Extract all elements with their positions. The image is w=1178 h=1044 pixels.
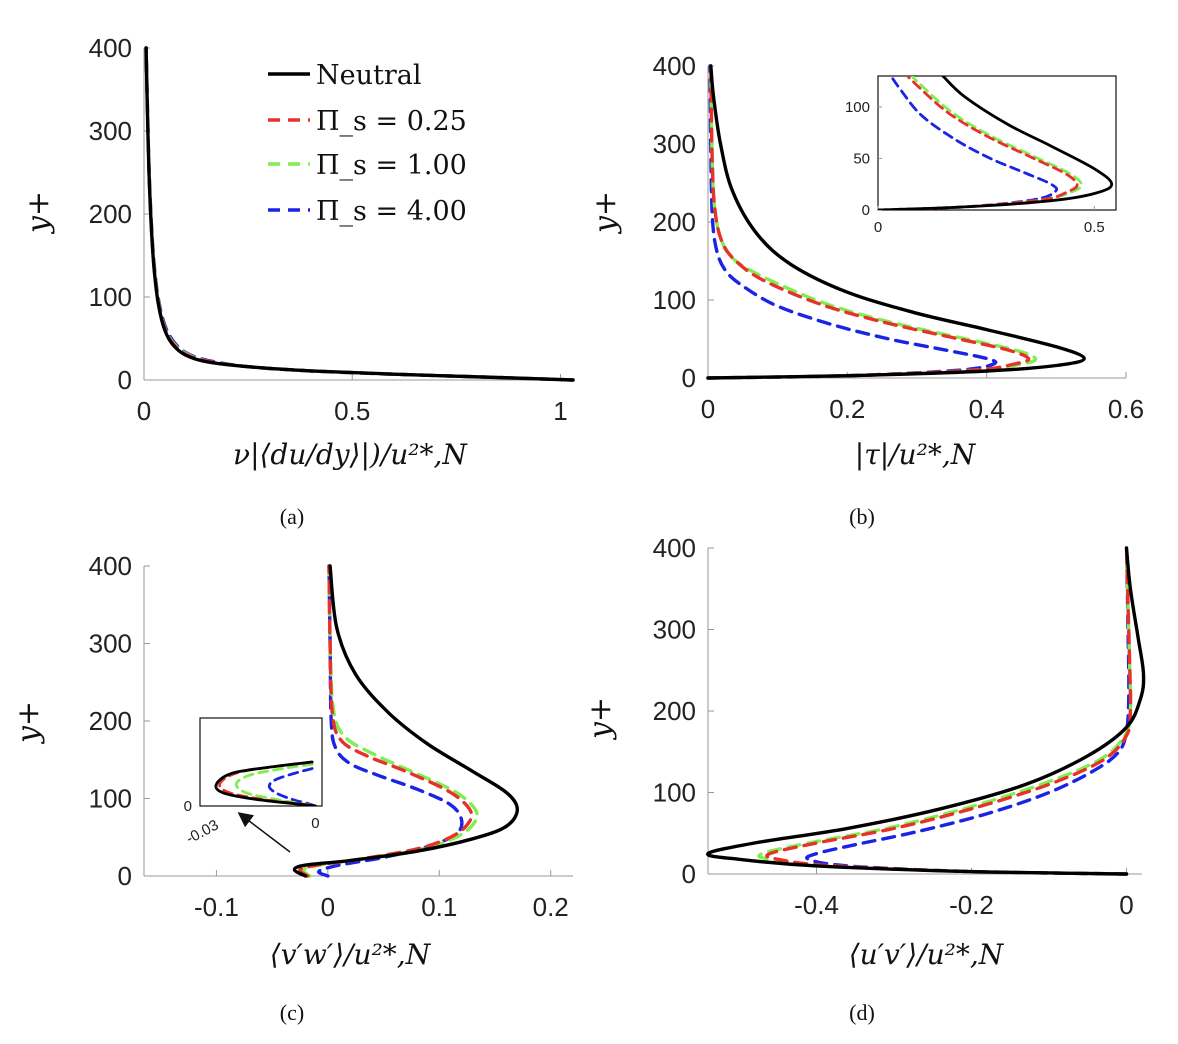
panel-b-inset-series-neutral — [878, 76, 1114, 210]
panel-a-xtick-label: 0.5 — [334, 396, 370, 426]
inset-pointer-arrow — [237, 812, 291, 853]
panel-c-axes: 0 100 200 300 400 -0.1 0 0.1 0.2 — [89, 551, 573, 922]
panel-b-inset: 0 50 100 0 0.5 — [845, 75, 1117, 236]
panel-d-series-neutral — [706, 546, 1146, 876]
legend-label-pi400: Π_s = 4.00 — [316, 196, 467, 227]
panel-d-ytick-label: 400 — [653, 533, 696, 563]
panel-b-xtick-label: 0 — [701, 394, 715, 424]
panel-c-xtick-label: 0.1 — [421, 892, 457, 922]
panel-c-inset-xtick-label: 0 — [311, 815, 319, 832]
legend: Neutral Π_s = 0.25 Π_s = 1.00 Π_s = 4.00 — [268, 60, 467, 227]
panel-a-xtick-label: 1 — [553, 396, 567, 426]
panel-a-ytick-label: 200 — [89, 199, 132, 229]
panel-c-ylabel: y+ — [11, 701, 46, 745]
panel-d-xtick-label: 0 — [1119, 890, 1133, 920]
panel-c-ytick-label: 400 — [89, 551, 132, 581]
panel-c-series-neutral — [292, 564, 520, 878]
panel-d-series-pi400 — [805, 546, 1131, 876]
panel-b-inset-frame — [877, 75, 1117, 211]
panel-a-series-neutral — [144, 46, 575, 382]
panel-b-ytick-label: 100 — [653, 285, 696, 315]
panel-b-xtick-label: 0.6 — [1108, 394, 1144, 424]
panel-c-inset-ytick-label: 0 — [184, 798, 192, 815]
panel-c-xlabel: ⟨v′w′⟩/u²*,N — [270, 938, 432, 971]
panel-b-inset-axes: 0 50 100 0 0.5 — [845, 99, 1105, 236]
panel-a-ytick-label: 400 — [89, 33, 132, 63]
panel-a-caption: (a) — [280, 504, 304, 529]
panel-b-caption: (b) — [849, 504, 875, 529]
panel-d: 0 100 200 300 400 -0.4 -0.2 0 ⟨u′v′⟩/u²*,N y+ (… — [583, 533, 1146, 1025]
panel-b-ytick-label: 200 — [653, 207, 696, 237]
panel-a-xtick-label: 0 — [137, 396, 151, 426]
panel-c-inset-plot — [214, 760, 317, 806]
panel-d-xtick-label: -0.2 — [949, 890, 994, 920]
panel-d-ylabel: y+ — [583, 697, 618, 741]
panel-b-xlabel: |τ|/u²*,N — [855, 438, 977, 471]
panel-c-series-pi025 — [298, 564, 474, 878]
legend-label-pi100: Π_s = 1.00 — [316, 150, 467, 181]
panel-b-inset-plot — [878, 76, 1114, 210]
panel-c-ytick-label: 0 — [118, 861, 132, 891]
panel-c: 0 100 200 300 400 -0.1 0 0.1 0.2 ⟨v′w′⟩/u²*,N y+… — [11, 551, 573, 1025]
panel-a-plot — [144, 46, 575, 382]
panel-d-xlabel: ⟨u′v′⟩/u²*,N — [849, 938, 1005, 971]
legend-label-neutral: Neutral — [316, 60, 421, 91]
panel-c-xtick-label: -0.1 — [194, 892, 239, 922]
panel-d-ytick-label: 200 — [653, 696, 696, 726]
panel-c-inset-xtick-label: -0.03 — [183, 816, 221, 847]
panel-c-plot — [292, 564, 520, 878]
panel-a-ytick-label: 0 — [118, 365, 132, 395]
panel-c-inset: 0-0.03 0 — [183, 717, 323, 853]
panel-b-inset-ytick-label: 50 — [853, 150, 870, 167]
panel-a-ylabel: y+ — [21, 191, 56, 235]
panel-c-ytick-label: 100 — [89, 784, 132, 814]
panel-a-ytick-label: 300 — [89, 116, 132, 146]
panel-b-inset-xtick-label: 0 — [874, 219, 882, 236]
panel-c-inset-series-neutral — [214, 760, 317, 806]
panel-d-ytick-label: 0 — [682, 859, 696, 889]
panel-c-series-pi100 — [301, 564, 479, 878]
panel-c-series-pi400 — [317, 564, 464, 878]
panel-b-inset-xtick-label: 0.5 — [1084, 219, 1105, 236]
panel-c-xtick-label: 0.2 — [533, 892, 569, 922]
panel-b-ytick-label: 300 — [653, 129, 696, 159]
panel-b-inset-ytick-label: 100 — [845, 99, 870, 116]
panel-b-inset-ytick-label: 0 — [862, 202, 870, 219]
panel-c-ytick-label: 200 — [89, 706, 132, 736]
panel-d-caption: (d) — [849, 1000, 875, 1025]
panel-d-axes: 0 100 200 300 400 -0.4 -0.2 0 — [653, 533, 1142, 920]
panel-b-xtick-label: 0.2 — [829, 394, 865, 424]
panel-d-ytick-label: 100 — [653, 778, 696, 808]
panel-b-plot — [706, 64, 1086, 380]
panel-a-xlabel: ν|⟨du/dy⟩|)/u²*,N — [233, 438, 468, 471]
panel-b-ylabel: y+ — [588, 191, 623, 235]
panel-b-xtick-label: 0.4 — [969, 394, 1005, 424]
panel-b: 0 100 200 300 400 0 0.2 0.4 0.6 |τ|/u²*,N y+ (b) — [588, 51, 1144, 529]
panel-c-xtick-label: 0 — [321, 892, 335, 922]
panel-b-series-neutral — [706, 64, 1086, 380]
panel-d-xtick-label: -0.4 — [794, 890, 839, 920]
legend-label-pi025: Π_s = 0.25 — [316, 106, 467, 137]
panel-d-ytick-label: 300 — [653, 615, 696, 645]
panel-b-ytick-label: 0 — [682, 363, 696, 393]
panel-d-plot — [706, 546, 1146, 876]
panel-a-axes: 0 100 200 300 400 0 0.5 1 — [89, 33, 573, 426]
panel-c-caption: (c) — [280, 1000, 304, 1025]
panel-b-ytick-label: 400 — [653, 51, 696, 81]
panel-a-ytick-label: 100 — [89, 282, 132, 312]
panel-c-ytick-label: 300 — [89, 629, 132, 659]
